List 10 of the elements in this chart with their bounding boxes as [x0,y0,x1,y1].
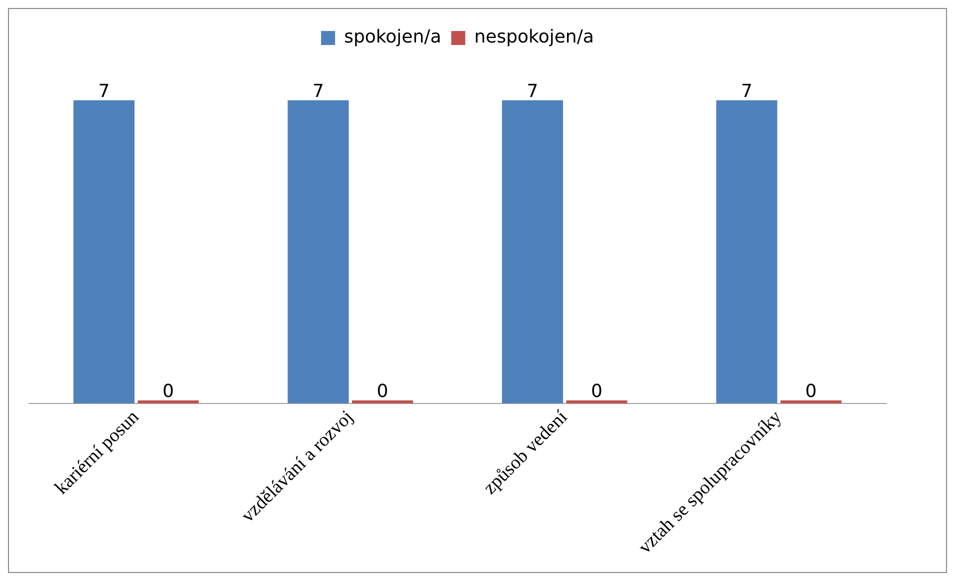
data-label: 7 [312,80,324,102]
data-label: 7 [98,80,110,102]
data-label: 7 [526,80,538,102]
data-label: 7 [741,80,752,102]
legend-label: spokojen/a [344,26,442,48]
data-label: 0 [376,380,388,402]
legend-label: nespokojen/a [474,26,594,48]
data-label: 0 [162,380,174,402]
data-label: 0 [591,380,602,402]
data-label: 0 [805,380,817,402]
